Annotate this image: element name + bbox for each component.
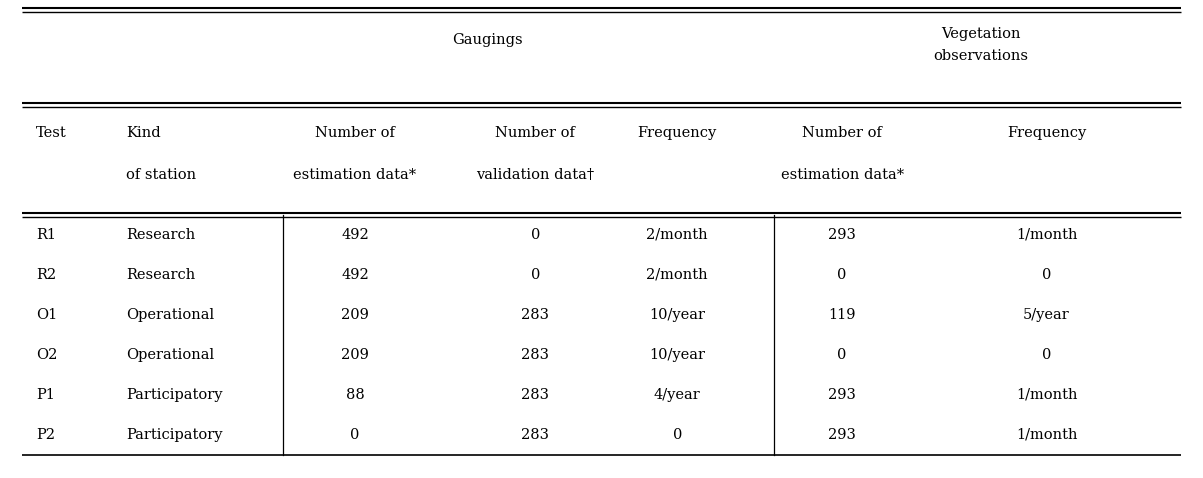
Text: P2: P2 (36, 428, 55, 442)
Text: 10/year: 10/year (650, 348, 705, 362)
Text: 283: 283 (521, 388, 550, 402)
Text: R2: R2 (36, 268, 57, 282)
Text: Frequency: Frequency (638, 126, 717, 140)
Text: 283: 283 (521, 308, 550, 322)
Text: R1: R1 (36, 228, 57, 242)
Text: 5/year: 5/year (1024, 308, 1069, 322)
Text: Frequency: Frequency (1007, 126, 1086, 140)
Text: 1/month: 1/month (1015, 388, 1078, 402)
Text: 0: 0 (350, 428, 360, 442)
Text: Kind: Kind (126, 126, 161, 140)
Text: 492: 492 (340, 268, 369, 282)
Text: Number of: Number of (802, 126, 882, 140)
Text: estimation data*: estimation data* (294, 168, 416, 182)
Text: estimation data*: estimation data* (781, 168, 903, 182)
Text: Participatory: Participatory (126, 428, 223, 442)
Text: 0: 0 (1042, 268, 1051, 282)
Text: Research: Research (126, 268, 196, 282)
Text: Number of: Number of (315, 126, 395, 140)
Text: 1/month: 1/month (1015, 428, 1078, 442)
Text: 0: 0 (531, 228, 540, 242)
Text: 492: 492 (340, 228, 369, 242)
Text: 209: 209 (340, 348, 369, 362)
Text: P1: P1 (36, 388, 55, 402)
Text: 2/month: 2/month (646, 268, 709, 282)
Text: 283: 283 (521, 348, 550, 362)
Text: 0: 0 (837, 348, 847, 362)
Text: 4/year: 4/year (654, 388, 700, 402)
Text: 0: 0 (531, 268, 540, 282)
Text: 293: 293 (828, 228, 857, 242)
Text: 293: 293 (828, 428, 857, 442)
Text: 283: 283 (521, 428, 550, 442)
Text: 119: 119 (829, 308, 855, 322)
Text: 1/month: 1/month (1015, 228, 1078, 242)
Text: O1: O1 (36, 308, 58, 322)
Text: Vegetation
observations: Vegetation observations (934, 27, 1027, 64)
Text: 209: 209 (340, 308, 369, 322)
Text: Gaugings: Gaugings (452, 33, 522, 47)
Text: O2: O2 (36, 348, 58, 362)
Text: 293: 293 (828, 388, 857, 402)
Text: Test: Test (36, 126, 67, 140)
Text: validation data†: validation data† (476, 168, 594, 182)
Text: of station: of station (126, 168, 196, 182)
Text: 0: 0 (672, 428, 682, 442)
Text: Participatory: Participatory (126, 388, 223, 402)
Text: 2/month: 2/month (646, 228, 709, 242)
Text: Research: Research (126, 228, 196, 242)
Text: Operational: Operational (126, 348, 214, 362)
Text: 88: 88 (345, 388, 365, 402)
Text: Operational: Operational (126, 308, 214, 322)
Text: 0: 0 (837, 268, 847, 282)
Text: Number of: Number of (496, 126, 575, 140)
Text: 0: 0 (1042, 348, 1051, 362)
Text: 10/year: 10/year (650, 308, 705, 322)
